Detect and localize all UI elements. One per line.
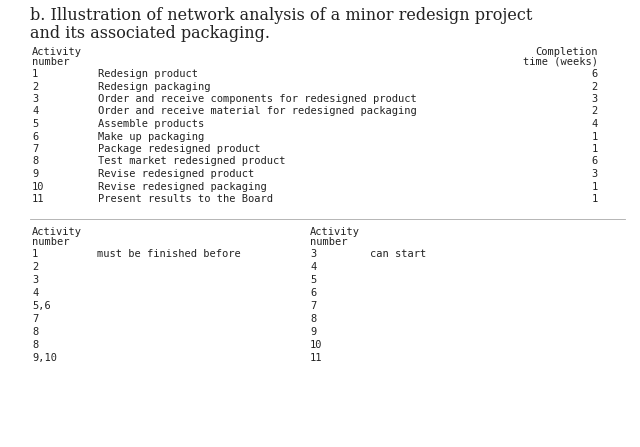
Text: 1: 1 [592, 131, 598, 142]
Text: 1: 1 [592, 181, 598, 191]
Text: 2: 2 [592, 106, 598, 117]
Text: 8: 8 [32, 340, 38, 350]
Text: 3: 3 [32, 275, 38, 285]
Text: 4: 4 [592, 119, 598, 129]
Text: Activity: Activity [32, 47, 82, 57]
Text: time (weeks): time (weeks) [523, 57, 598, 67]
Text: 3: 3 [32, 94, 38, 104]
Text: 7: 7 [32, 144, 38, 154]
Text: 9: 9 [310, 327, 316, 337]
Text: 6: 6 [592, 156, 598, 166]
Text: 1: 1 [592, 194, 598, 204]
Text: 7: 7 [32, 314, 38, 324]
Text: must be finished before: must be finished before [97, 249, 241, 259]
Text: Redesign product: Redesign product [98, 69, 198, 79]
Text: Present results to the Board: Present results to the Board [98, 194, 273, 204]
Text: Order and receive components for redesigned product: Order and receive components for redesig… [98, 94, 417, 104]
Text: 5: 5 [32, 119, 38, 129]
Text: 11: 11 [32, 194, 45, 204]
Text: 1: 1 [592, 144, 598, 154]
Text: 3: 3 [592, 94, 598, 104]
Text: Activity: Activity [310, 227, 360, 237]
Text: 3: 3 [310, 249, 316, 259]
Text: 8: 8 [32, 156, 38, 166]
Text: number: number [310, 237, 348, 247]
Text: 4: 4 [310, 262, 316, 272]
Text: 7: 7 [310, 301, 316, 311]
Text: 5: 5 [310, 275, 316, 285]
Text: can start: can start [370, 249, 426, 259]
Text: 11: 11 [310, 353, 323, 363]
Text: 6: 6 [32, 131, 38, 142]
Text: 6: 6 [310, 288, 316, 298]
Text: 1: 1 [32, 69, 38, 79]
Text: Revise redesigned product: Revise redesigned product [98, 169, 254, 179]
Text: Make up packaging: Make up packaging [98, 131, 204, 142]
Text: 4: 4 [32, 288, 38, 298]
Text: 9,10: 9,10 [32, 353, 57, 363]
Text: 10: 10 [310, 340, 323, 350]
Text: 9: 9 [32, 169, 38, 179]
Text: 5,6: 5,6 [32, 301, 51, 311]
Text: 3: 3 [592, 169, 598, 179]
Text: 8: 8 [32, 327, 38, 337]
Text: Completion: Completion [536, 47, 598, 57]
Text: 8: 8 [310, 314, 316, 324]
Text: Assemble products: Assemble products [98, 119, 204, 129]
Text: 4: 4 [32, 106, 38, 117]
Text: 1: 1 [32, 249, 38, 259]
Text: Order and receive material for redesigned packaging: Order and receive material for redesigne… [98, 106, 417, 117]
Text: Test market redesigned product: Test market redesigned product [98, 156, 285, 166]
Text: number: number [32, 57, 70, 67]
Text: Activity: Activity [32, 227, 82, 237]
Text: Package redesigned product: Package redesigned product [98, 144, 260, 154]
Text: 6: 6 [592, 69, 598, 79]
Text: Redesign packaging: Redesign packaging [98, 81, 211, 92]
Text: b. Illustration of network analysis of a minor redesign project: b. Illustration of network analysis of a… [30, 7, 532, 24]
Text: 2: 2 [32, 262, 38, 272]
Text: and its associated packaging.: and its associated packaging. [30, 25, 270, 42]
Text: 2: 2 [32, 81, 38, 92]
Text: number: number [32, 237, 70, 247]
Text: Revise redesigned packaging: Revise redesigned packaging [98, 181, 267, 191]
Text: 10: 10 [32, 181, 45, 191]
Text: 2: 2 [592, 81, 598, 92]
